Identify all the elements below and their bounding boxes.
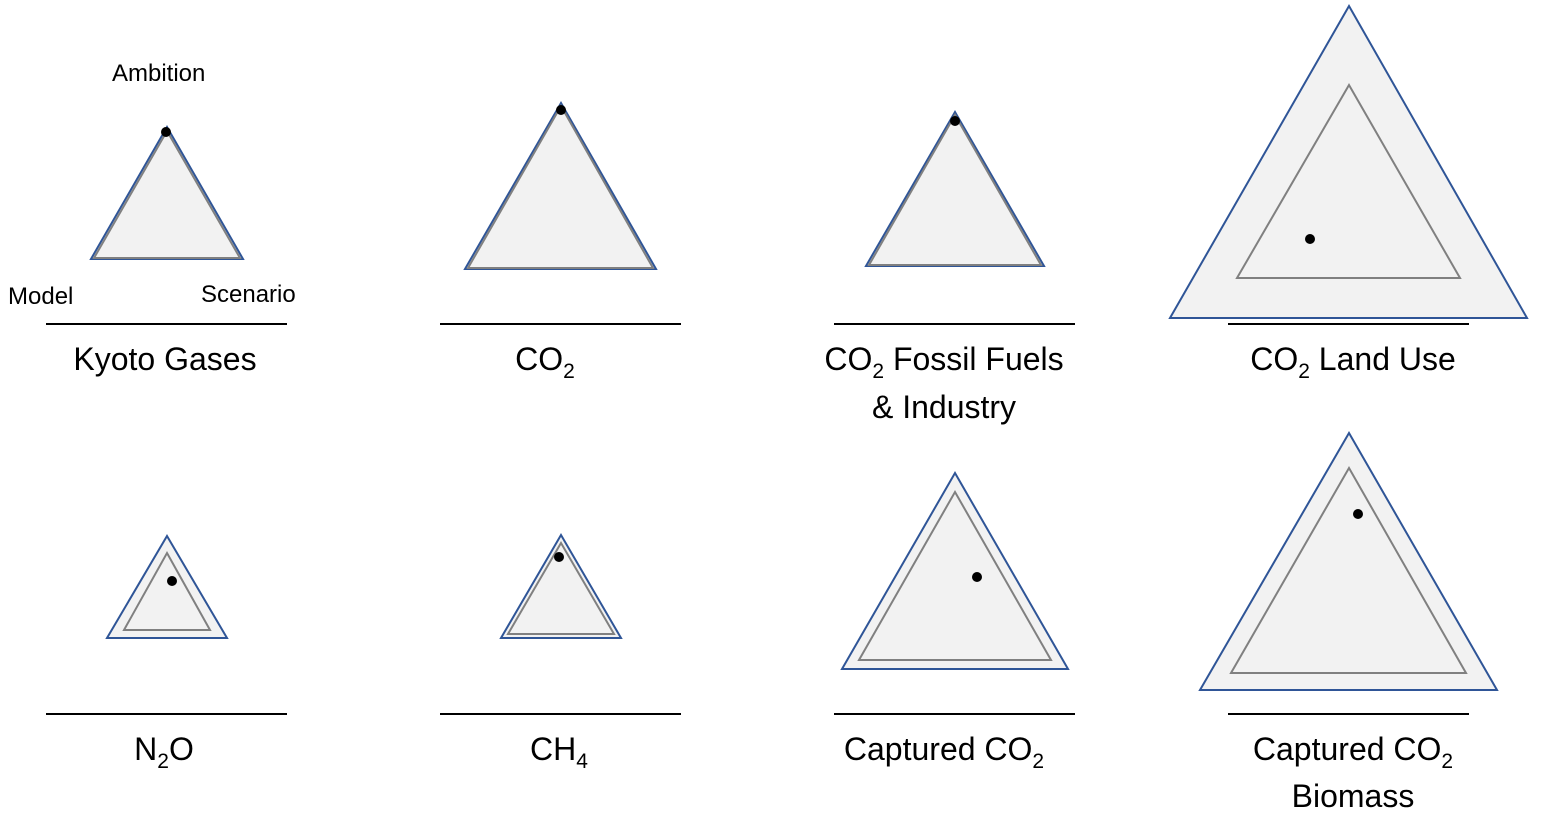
inner-triangle	[1229, 465, 1468, 674]
panel-title-co2-land-use: CO2 Land Use	[1250, 341, 1456, 383]
panel-title-captured-co2-biomass-line2: Biomass	[1291, 778, 1415, 814]
panel-ch4	[440, 533, 681, 715]
panel-captured-co2-biomass	[1198, 431, 1499, 715]
panel-co2-fossil-fuels	[834, 110, 1075, 325]
marker-dot	[1353, 509, 1363, 519]
panel-co2-land-use	[1168, 3, 1529, 325]
marker-dot	[554, 552, 564, 562]
outer-triangle	[840, 470, 1070, 670]
marker-dot	[556, 105, 566, 115]
panel-title-co2: CO2	[515, 341, 575, 383]
outer-triangle	[1198, 431, 1499, 691]
inner-triangle	[92, 128, 242, 259]
panel-kyoto-gases	[46, 124, 287, 325]
panel-title-captured-co2-biomass: Captured CO2	[1252, 731, 1454, 773]
inner-triangle	[506, 541, 616, 635]
axis-label-model: Model	[8, 283, 74, 310]
inner-triangle	[466, 103, 655, 269]
marker-dot	[950, 116, 960, 126]
marker-dot	[1305, 234, 1315, 244]
inner-triangle	[122, 550, 212, 631]
inner-triangle	[857, 489, 1053, 661]
panel-n2o	[46, 534, 287, 715]
panel-title-co2-fossil-fuels: CO2 Fossil Fuels	[824, 341, 1064, 383]
panel-co2	[440, 100, 681, 325]
marker-dot	[161, 127, 171, 137]
panel-title-ch4: CH4	[530, 731, 588, 773]
panel-title-kyoto-gases: Kyoto Gases	[73, 341, 257, 377]
outer-triangle	[1168, 3, 1529, 319]
outer-triangle	[499, 533, 623, 639]
inner-triangle	[1235, 83, 1462, 279]
panel-title-co2-fossil-fuels-line2: & Industry	[871, 389, 1017, 425]
marker-dot	[167, 576, 177, 586]
panel-captured-co2	[834, 470, 1075, 715]
panel-title-n2o: N2O	[134, 731, 194, 773]
marker-dot	[972, 572, 982, 582]
axis-label-scenario: Scenario	[201, 281, 296, 308]
axis-label-ambition: Ambition	[112, 60, 206, 87]
inner-triangle	[867, 112, 1043, 266]
panel-title-captured-co2: Captured CO2	[843, 731, 1045, 773]
outer-triangle	[105, 534, 229, 639]
